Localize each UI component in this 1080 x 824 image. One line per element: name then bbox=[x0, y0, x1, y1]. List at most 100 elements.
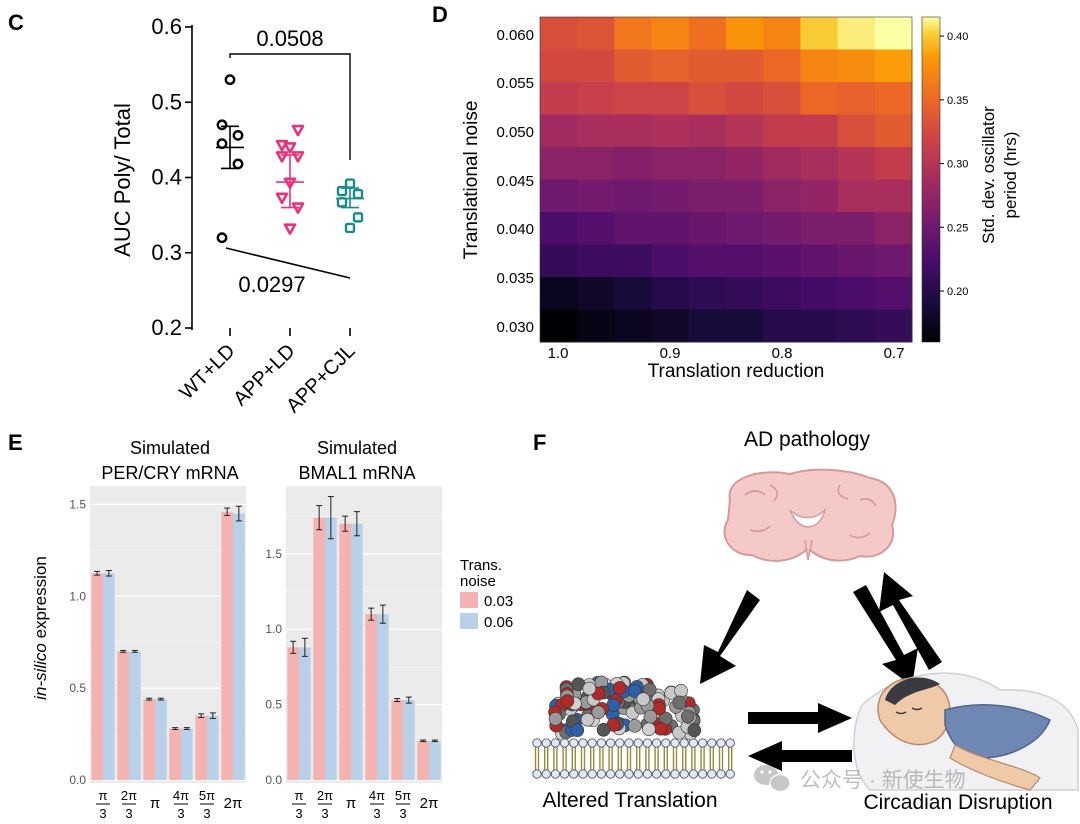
legend-swatch-0.06 bbox=[460, 613, 478, 629]
panel-d-heatmap-cell bbox=[837, 147, 876, 180]
panel-d-heatmap-cell bbox=[800, 147, 839, 180]
panel-label-e: E bbox=[8, 430, 23, 455]
arrow-circadian-to-ad bbox=[879, 572, 942, 670]
panel-d-heatmap-cell bbox=[763, 179, 801, 213]
panel-e-ylabel-italic: in-silico bbox=[31, 643, 50, 700]
panel-c-point bbox=[344, 178, 356, 189]
panel-d-heatmap-cell bbox=[651, 309, 690, 343]
lipid-head bbox=[633, 769, 643, 779]
panel-d-heatmap-cell bbox=[837, 114, 876, 148]
panel-d-ytick-label: 0.055 bbox=[496, 75, 534, 92]
xtick-label-numerator: π bbox=[295, 788, 304, 803]
lipid-head bbox=[559, 769, 570, 779]
bar bbox=[181, 728, 193, 780]
ribosome-atom bbox=[596, 722, 611, 737]
panel-d-heatmap-cell bbox=[688, 244, 727, 278]
panel-d-colorbar bbox=[921, 16, 941, 343]
panel-c-point bbox=[283, 223, 297, 235]
panel-d-heatmap-cell bbox=[540, 309, 578, 343]
panel-d-heatmap-cell bbox=[614, 114, 653, 148]
ribosome-atom bbox=[570, 723, 585, 737]
panel-d-heatmap-cell bbox=[726, 49, 764, 83]
panel-d-heatmap-cell bbox=[726, 17, 764, 50]
lipid-head bbox=[633, 738, 643, 748]
panel-d-heatmap-cell bbox=[540, 147, 578, 180]
xtick-label-numerator: 4π bbox=[369, 788, 385, 803]
panel-c-point bbox=[352, 188, 364, 200]
lipid-head bbox=[578, 769, 588, 779]
xtick-label: 2π bbox=[224, 795, 243, 812]
legend-label-0.03: 0.03 bbox=[484, 593, 513, 610]
lipid-head bbox=[605, 738, 616, 748]
lipid-head bbox=[624, 738, 634, 748]
panel-d-heatmap-cell bbox=[651, 277, 690, 310]
panel-e2-bars bbox=[287, 496, 441, 780]
xtick-label-denominator: 3 bbox=[125, 806, 132, 821]
panel-c-point bbox=[216, 119, 228, 131]
bar bbox=[339, 523, 351, 780]
panel-label-d: D bbox=[432, 2, 448, 27]
wechat-icon bbox=[754, 765, 791, 793]
panel-d-heatmap-cell bbox=[614, 147, 653, 180]
panel-d-heatmap-cell bbox=[763, 82, 801, 115]
panel-d-heatmap-cell bbox=[800, 212, 839, 245]
panel-d-heatmap-cell bbox=[874, 82, 913, 115]
lipid-head bbox=[725, 769, 735, 779]
lipid-head bbox=[532, 738, 542, 748]
xtick-label-numerator: 4π bbox=[173, 788, 189, 803]
panel-d-frame bbox=[539, 16, 913, 343]
lipid-head bbox=[679, 738, 689, 748]
arrow-translation-to-circadian bbox=[748, 703, 852, 733]
panel-d-heatmap-cell bbox=[874, 114, 913, 148]
panel-c-ytick-label: 0.4 bbox=[151, 165, 182, 190]
ytick-label: 1.0 bbox=[69, 589, 86, 603]
lipid-head bbox=[716, 738, 726, 748]
panel-d-heatmap-cell bbox=[651, 17, 690, 50]
lipid-head bbox=[605, 769, 616, 779]
panel-e: E Simulated PER/CRY mRNA Simulated BMAL1… bbox=[8, 430, 513, 821]
panel-e2-plot-bg bbox=[286, 486, 442, 783]
panel-d-heatmap-cell bbox=[874, 147, 913, 180]
panel-d: D 0.060 0.055 0.050 0.045 0.040 0.035 0.030 1.… bbox=[432, 2, 1020, 382]
panel-d-heatmap-cell bbox=[540, 49, 578, 83]
panel-c: C AUC Poly/ Total 0.2 0.3 0.4 0.5 0.6 WT+LDA… bbox=[8, 10, 364, 417]
panel-d-heatmap-cell bbox=[577, 212, 615, 245]
panel-c-point bbox=[224, 74, 236, 86]
lipid-head bbox=[707, 738, 717, 748]
panel-d-heatmap-cell bbox=[726, 147, 764, 180]
panel-label-f: F bbox=[533, 430, 546, 455]
panel-d-heatmap-cell bbox=[874, 309, 913, 343]
panel-d-heatmap-cell bbox=[688, 17, 727, 50]
xtick-label: π bbox=[346, 795, 356, 812]
panel-d-heatmap-cell bbox=[837, 82, 876, 115]
panel-d-heatmap-cell bbox=[837, 49, 876, 83]
diagram-label-altered-translation: Altered Translation bbox=[542, 789, 717, 812]
ribosome-atom bbox=[627, 684, 642, 698]
xtick-label-denominator: 3 bbox=[321, 806, 328, 821]
panel-e1-bars bbox=[91, 505, 245, 780]
bar bbox=[403, 700, 415, 780]
panel-d-colorbar-tick-label: 0.30 bbox=[947, 159, 968, 171]
panel-d-heatmap-cell bbox=[800, 179, 839, 213]
lipid-head bbox=[569, 769, 579, 779]
ribosome-atom bbox=[636, 692, 651, 706]
panel-d-heatmap-cell bbox=[874, 277, 913, 310]
bar bbox=[313, 517, 325, 780]
panel-c-point bbox=[275, 139, 289, 152]
panel-c-point bbox=[291, 124, 305, 137]
panel-e2-title-line2: BMAL1 mRNA bbox=[298, 463, 415, 483]
ytick-label: 1.5 bbox=[69, 497, 86, 511]
panel-d-heatmap-cell bbox=[614, 212, 653, 245]
panel-d-heatmap-cell bbox=[800, 82, 839, 115]
panel-d-heatmap-cell bbox=[688, 147, 727, 180]
xtick-label-denominator: 3 bbox=[177, 806, 184, 821]
bar bbox=[117, 651, 129, 780]
panel-d-heatmap-cell bbox=[837, 244, 876, 278]
lipid-head bbox=[679, 769, 689, 779]
lipid-head bbox=[541, 738, 551, 748]
xtick-label-numerator: 2π bbox=[121, 788, 137, 803]
lipid-head bbox=[642, 769, 653, 779]
panel-e1-grid: 0.0 0.5 1.0 1.5 bbox=[69, 497, 246, 787]
panel-d-ytick-label: 0.045 bbox=[496, 173, 534, 190]
lipid-head bbox=[559, 738, 570, 748]
